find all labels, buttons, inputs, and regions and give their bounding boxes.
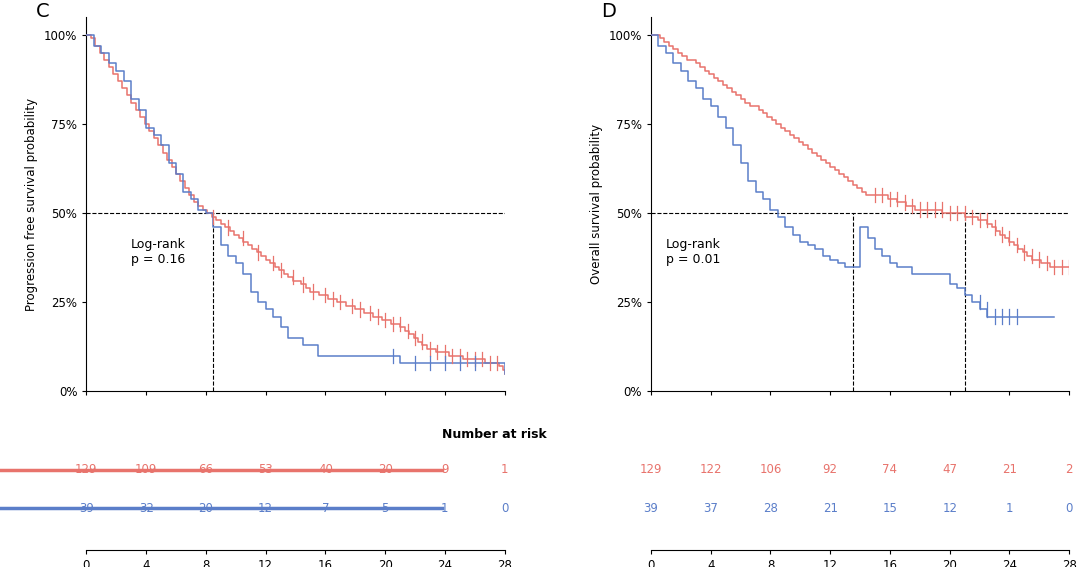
Text: 32: 32 [138,502,153,515]
Text: C: C [37,2,50,21]
Text: 1: 1 [1005,502,1013,515]
Text: 1: 1 [501,463,509,476]
Text: 1: 1 [441,502,448,515]
Y-axis label: Overall survival probability: Overall survival probability [590,124,603,284]
Text: 66: 66 [199,463,214,476]
Text: 129: 129 [76,463,97,476]
Text: 47: 47 [942,463,957,476]
Text: 39: 39 [644,502,659,515]
Text: 0: 0 [501,502,509,515]
Text: 92: 92 [823,463,838,476]
Text: 39: 39 [79,502,94,515]
Text: Number at risk: Number at risk [442,428,546,441]
Text: 21: 21 [1002,463,1017,476]
Text: 74: 74 [882,463,897,476]
Text: 7: 7 [322,502,329,515]
Legend: No Brain Metastasis, Brain Metastasis: No Brain Metastasis, Brain Metastasis [732,0,988,5]
Text: 5: 5 [381,502,389,515]
Text: D: D [600,2,616,21]
Text: Log-rank
p = 0.01: Log-rank p = 0.01 [666,238,720,266]
Legend: No Brain Metastasis, Brain Metastasis: No Brain Metastasis, Brain Metastasis [167,0,423,5]
Text: 53: 53 [258,463,273,476]
Text: 21: 21 [823,502,838,515]
Text: 20: 20 [199,502,214,515]
Text: 0: 0 [1066,502,1072,515]
Y-axis label: Progression free survival probability: Progression free survival probability [26,98,39,311]
Text: 2: 2 [1066,463,1072,476]
Text: 15: 15 [882,502,897,515]
Text: 12: 12 [258,502,273,515]
Text: 37: 37 [703,502,718,515]
Text: 28: 28 [764,502,778,515]
Text: 109: 109 [135,463,158,476]
Text: 20: 20 [378,463,392,476]
Text: 9: 9 [441,463,448,476]
Text: 129: 129 [639,463,662,476]
Text: 106: 106 [759,463,782,476]
Text: 122: 122 [700,463,723,476]
Text: 12: 12 [942,502,957,515]
Text: 40: 40 [318,463,333,476]
Text: Log-rank
p = 0.16: Log-rank p = 0.16 [131,238,186,266]
